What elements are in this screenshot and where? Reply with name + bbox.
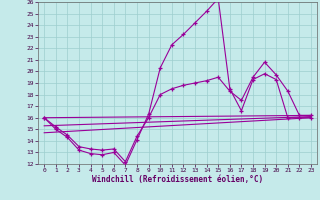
X-axis label: Windchill (Refroidissement éolien,°C): Windchill (Refroidissement éolien,°C): [92, 175, 263, 184]
